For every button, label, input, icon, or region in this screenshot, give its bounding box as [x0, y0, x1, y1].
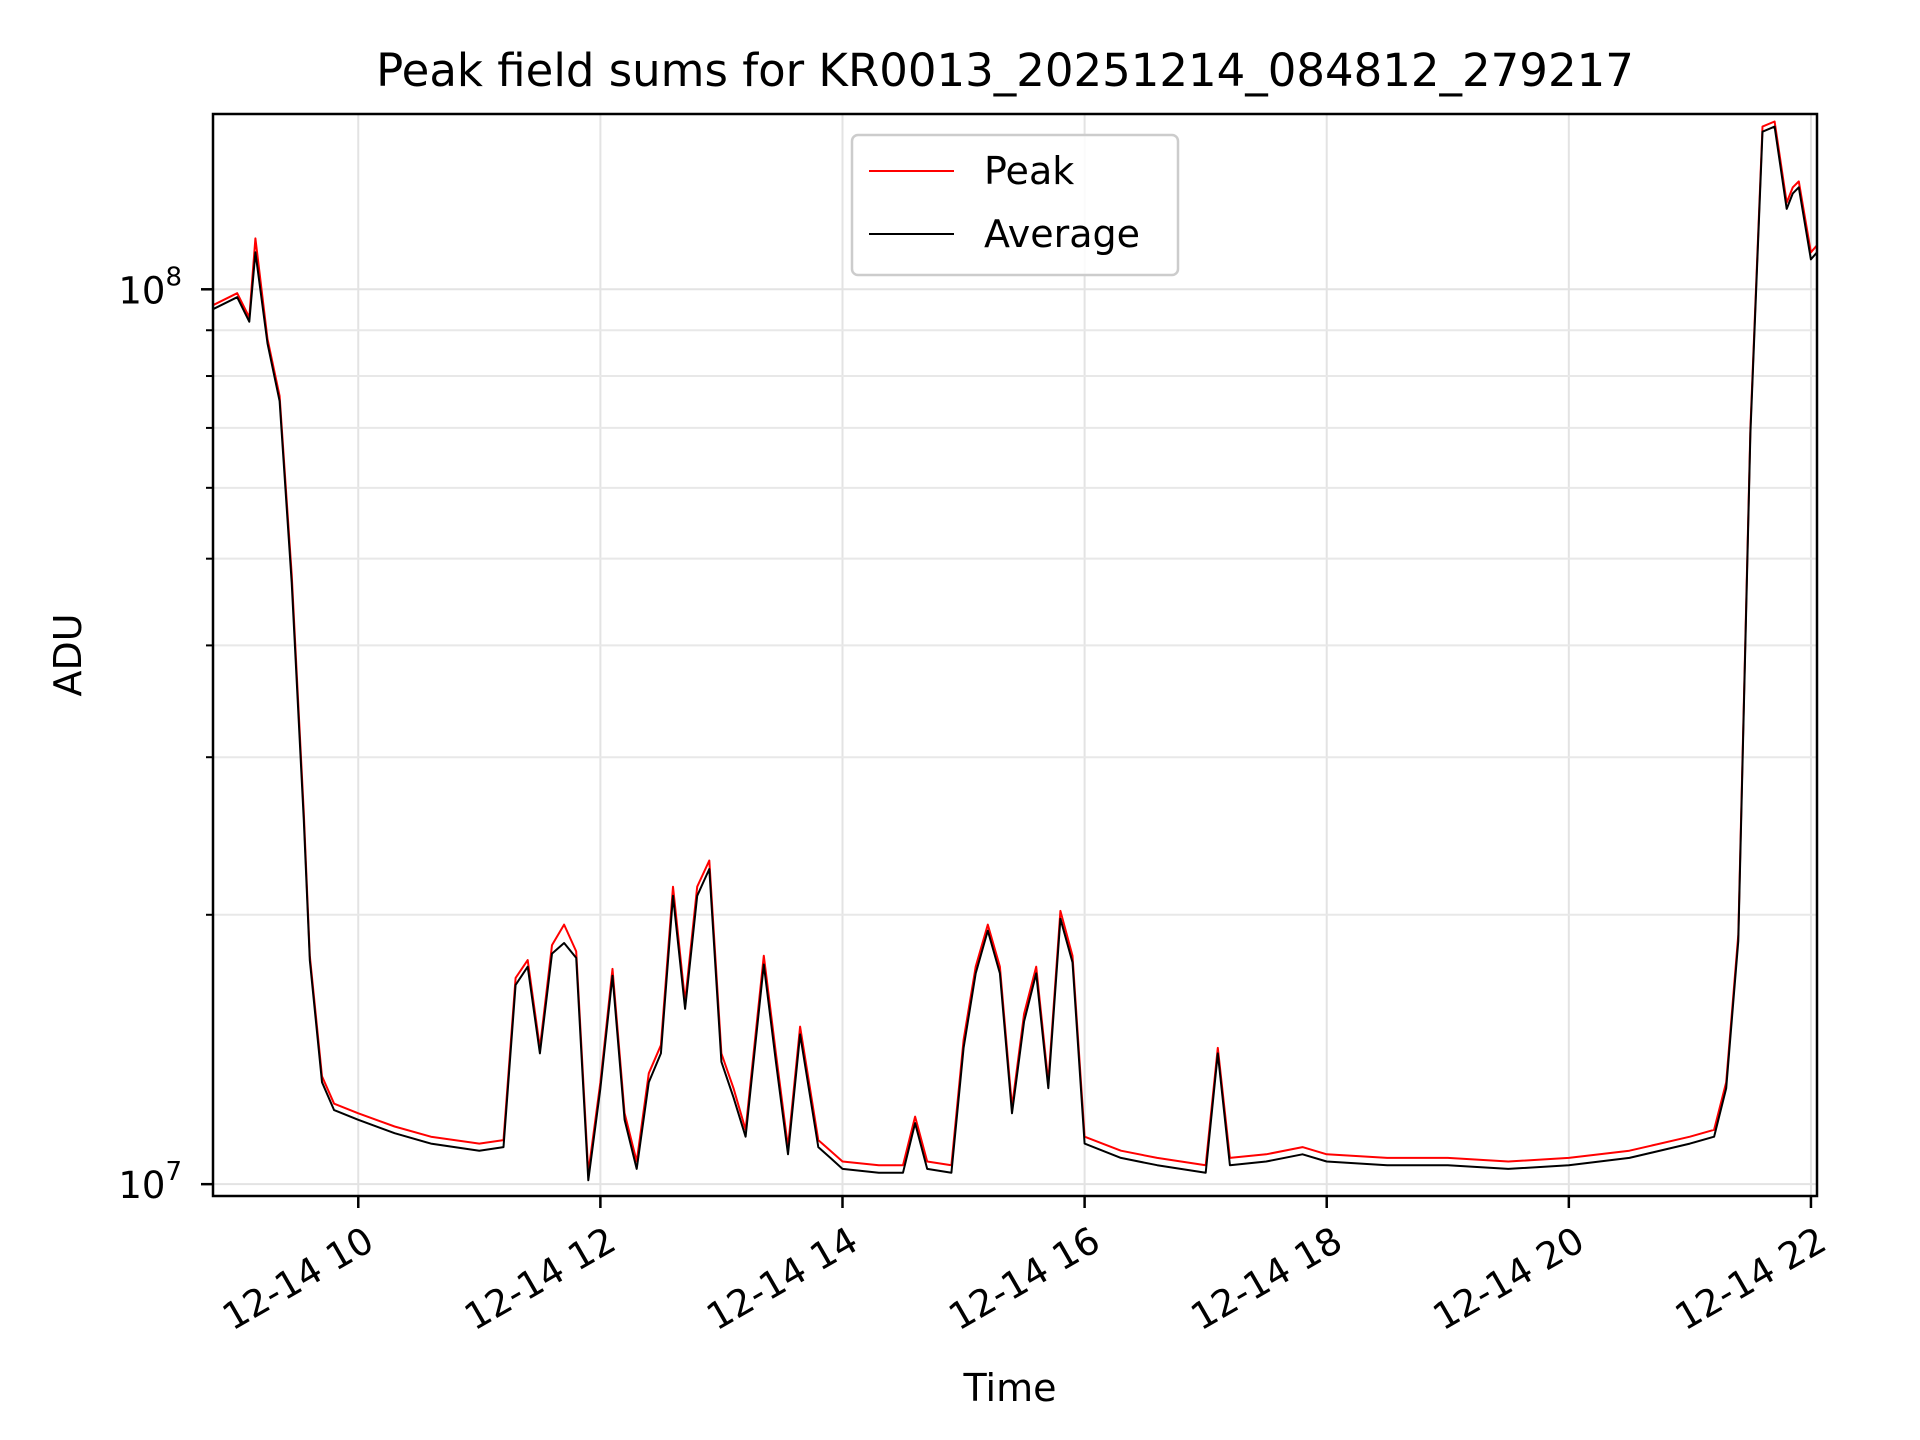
tick-marks [201, 288, 1813, 1208]
y-axis-label: ADU [46, 613, 90, 696]
plot-area [212, 120, 1818, 1182]
legend-label-average: Average [984, 212, 1140, 256]
legend: Peak Average [850, 133, 1180, 277]
series-line-peak [212, 120, 1818, 1174]
y-tick-labels: 107 108 [118, 262, 182, 1207]
y-tick-label: 108 [118, 262, 182, 312]
x-axis-label: Time [963, 1366, 1057, 1410]
y-tick-label: 107 [118, 1157, 182, 1207]
legend-label-peak: Peak [984, 149, 1074, 193]
grid [213, 114, 1817, 1196]
axes-frame [211, 112, 1819, 1198]
series-line-average [212, 125, 1818, 1182]
chart-title: Peak field sums for KR0013_20251214_0848… [376, 44, 1634, 97]
